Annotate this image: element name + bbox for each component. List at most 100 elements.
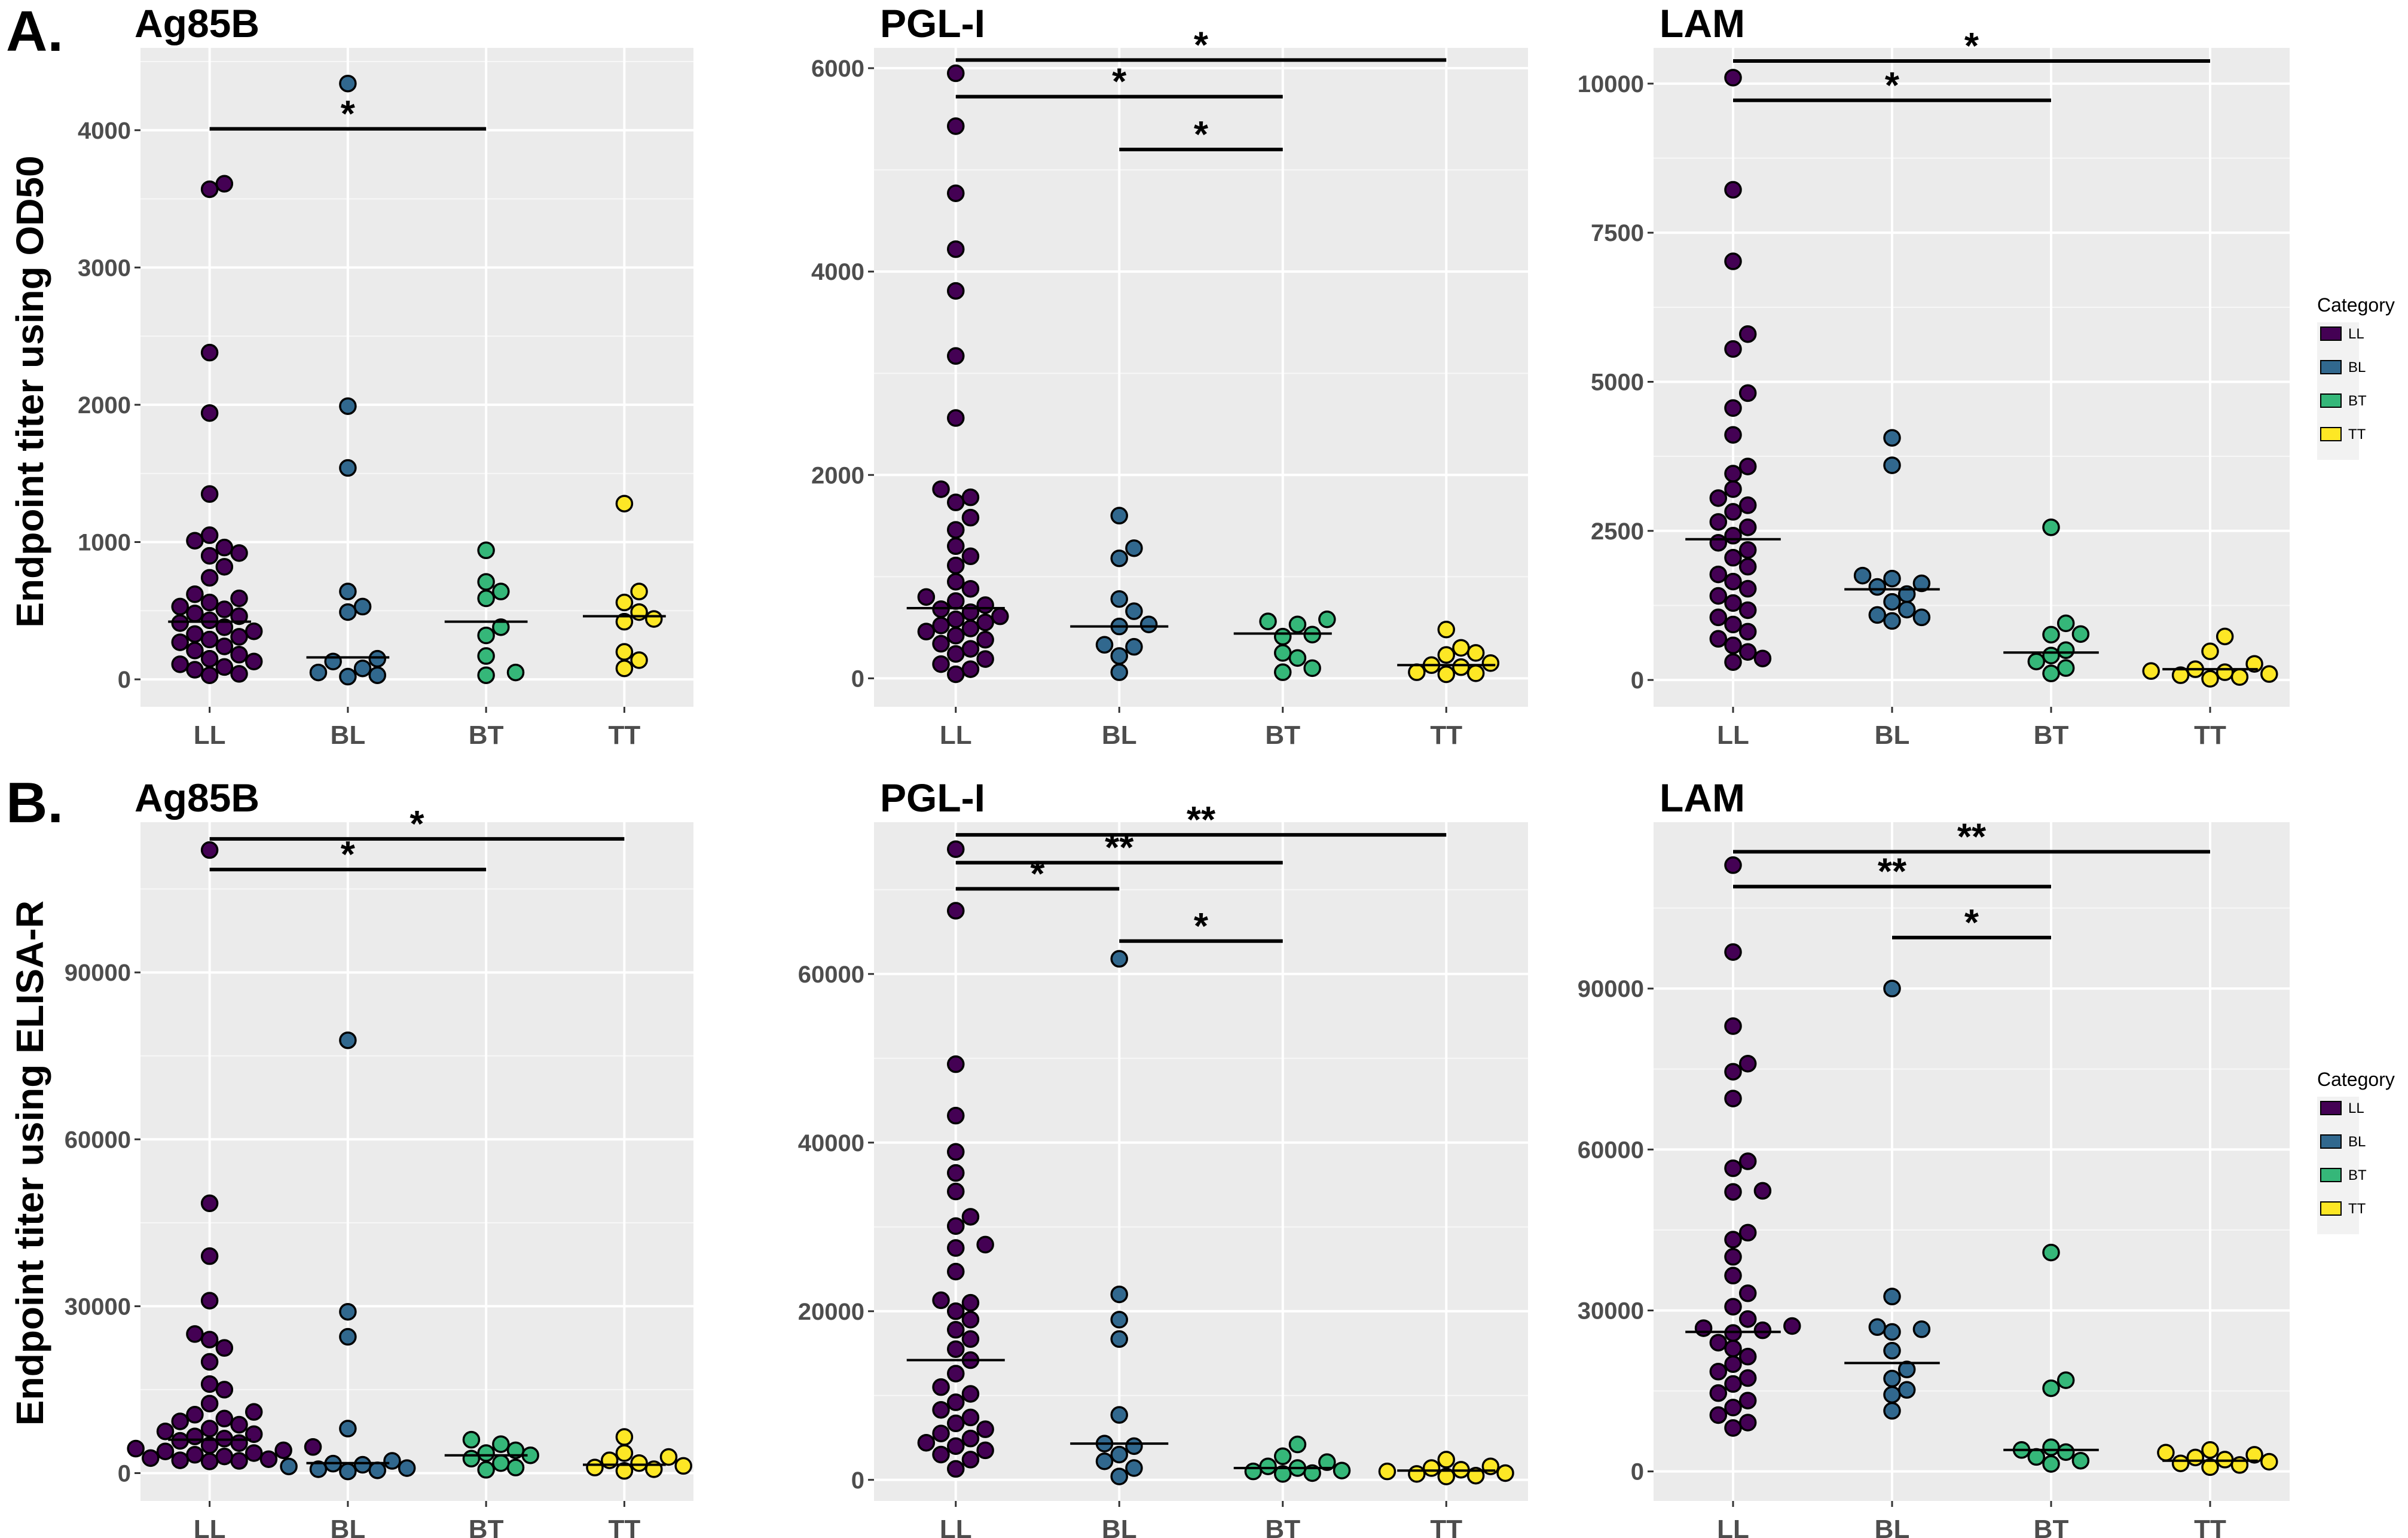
data-point-ll	[171, 1412, 189, 1430]
y-tick-label: 2000	[78, 392, 131, 419]
data-point-ll	[1724, 252, 1742, 270]
data-point-tt	[2245, 655, 2263, 673]
data-point-bt	[477, 573, 495, 591]
data-point-tt	[2201, 642, 2219, 661]
data-point-ll	[200, 649, 219, 668]
data-point-ll	[917, 1433, 936, 1452]
data-point-bl	[1110, 1467, 1128, 1485]
data-point-bt	[477, 647, 495, 665]
data-point-ll	[156, 1442, 175, 1460]
data-point-ll	[932, 1424, 950, 1442]
data-point-ll	[947, 1460, 965, 1478]
data-point-ll	[1724, 527, 1742, 545]
x-tick-label-tt: TT	[608, 1515, 640, 1538]
data-point-ll	[1724, 1090, 1742, 1107]
data-point-ll	[932, 1378, 950, 1396]
data-point-bt	[1274, 627, 1292, 646]
data-point-bl	[1125, 1459, 1143, 1477]
data-point-ll	[947, 902, 965, 920]
significance-label: *	[410, 804, 424, 845]
y-tick-label: 60000	[65, 1127, 131, 1153]
y-axis-title-elisa-r: Endpoint titer using ELISA-R	[8, 901, 51, 1426]
y-tick-label: 60000	[1578, 1137, 1644, 1163]
data-point-bt	[492, 1454, 510, 1472]
data-point-ll	[230, 1415, 248, 1434]
data-point-ll	[1753, 1321, 1772, 1339]
data-point-ll	[171, 597, 189, 616]
data-point-bl	[339, 1328, 357, 1346]
data-point-bt	[506, 1458, 525, 1476]
data-point-bl	[1125, 539, 1143, 557]
data-point-bt	[2071, 1451, 2090, 1470]
data-point-bt	[492, 582, 510, 600]
y-tick-label: 20000	[798, 1299, 864, 1325]
data-point-ll	[215, 1381, 234, 1399]
data-point-ll	[200, 1375, 219, 1393]
data-point-ll	[200, 1353, 219, 1371]
data-point-tt	[1452, 639, 1470, 657]
legend-label-tt: TT	[2348, 426, 2366, 443]
data-point-tt	[615, 593, 634, 612]
data-point-ll	[961, 579, 980, 598]
data-point-ll	[215, 600, 234, 618]
data-point-ll	[1709, 608, 1728, 627]
data-point-ll	[947, 1106, 965, 1125]
data-point-ll	[1709, 587, 1728, 605]
data-point-bl	[339, 1420, 357, 1438]
data-point-bt	[2042, 625, 2060, 644]
data-point-ll	[961, 1293, 980, 1312]
data-point-ll	[215, 1409, 234, 1428]
y-tick-label: 0	[1631, 1459, 1644, 1485]
data-point-ll	[1724, 1183, 1742, 1201]
panels-group: 0 1000 2000 3000 4000 LL BL BT TT Ag85B * 0 2000 4000…	[65, 1, 2290, 1538]
data-point-ll	[171, 633, 189, 651]
data-point-ll	[1709, 565, 1728, 584]
data-point-bt	[1288, 1435, 1307, 1454]
y-tick-label: 3000	[78, 255, 131, 281]
data-point-ll	[230, 665, 248, 683]
data-point-bt	[1274, 644, 1292, 662]
data-point-ll	[932, 1445, 950, 1464]
data-point-bl	[1110, 1311, 1128, 1329]
data-point-ll	[991, 607, 1009, 625]
data-point-bt	[2056, 1371, 2075, 1389]
x-tick-label-bl: BL	[1102, 1515, 1137, 1538]
data-point-ll	[932, 1291, 950, 1310]
data-point-ll	[947, 347, 965, 365]
legend-top: Category LL BL BT TT	[2317, 294, 2395, 460]
data-point-bt	[1318, 1453, 1336, 1471]
data-point-ll	[947, 240, 965, 258]
legend-key-tt	[2320, 1201, 2342, 1216]
y-tick-label: 7500	[1591, 220, 1644, 246]
data-point-tt	[615, 1462, 634, 1480]
data-point-bl	[1883, 569, 1901, 588]
data-point-bl	[1110, 506, 1128, 525]
data-point-ll	[1724, 1419, 1742, 1437]
significance-label: **	[1878, 852, 1907, 893]
significance-label: **	[1957, 816, 1987, 858]
data-point-bl	[339, 397, 357, 415]
data-point-ll	[961, 620, 980, 637]
significance-label: *	[1112, 62, 1127, 103]
data-point-tt	[1481, 1457, 1500, 1475]
x-tick-label-tt: TT	[2194, 721, 2226, 750]
data-point-bt	[1274, 663, 1292, 681]
y-tick-label: 0	[1631, 667, 1644, 694]
data-point-ll	[1724, 1267, 1742, 1284]
y-tick-label: 1000	[78, 530, 131, 556]
data-point-ll	[186, 1325, 204, 1343]
data-point-ll	[200, 343, 219, 362]
data-point-ll	[1783, 1317, 1801, 1335]
data-point-ll	[245, 622, 263, 640]
data-point-bl	[1883, 1386, 1901, 1404]
data-point-ll	[200, 547, 219, 565]
data-point-ll	[961, 1208, 980, 1226]
data-point-tt	[615, 1444, 634, 1462]
panel-title: Ag85B	[135, 776, 259, 820]
x-tick-label-bt: BT	[2034, 721, 2069, 750]
data-point-ll	[186, 1446, 204, 1464]
plot-background	[140, 822, 693, 1501]
data-point-ll	[1724, 548, 1742, 567]
y-tick-label: 5000	[1591, 369, 1644, 395]
data-point-ll	[1724, 399, 1742, 417]
